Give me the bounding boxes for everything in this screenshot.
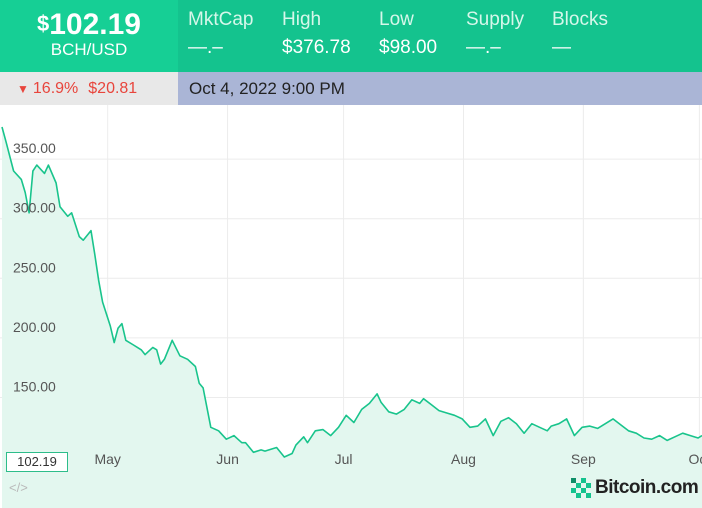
stat-value: $376.78 bbox=[282, 37, 351, 58]
stat-value: —.– bbox=[466, 37, 501, 58]
x-tick-label: May bbox=[94, 451, 120, 467]
change-bar bbox=[0, 72, 178, 105]
stat-value: $98.00 bbox=[379, 37, 438, 58]
stat-label: High bbox=[282, 9, 322, 30]
price-change: ▼ 16.9% $20.81 bbox=[17, 80, 137, 98]
x-tick-label: Jun bbox=[216, 451, 239, 467]
embed-code-icon[interactable]: </> bbox=[9, 480, 28, 495]
current-price: $102.19 bbox=[0, 8, 178, 42]
x-tick-label: Oct bbox=[689, 451, 702, 467]
x-tick-label: Aug bbox=[451, 451, 476, 467]
date-bar bbox=[178, 72, 702, 105]
x-tick-label: Sep bbox=[571, 451, 596, 467]
y-tick-label: 250.00 bbox=[13, 259, 56, 275]
stat-value: —.– bbox=[188, 37, 223, 58]
y-tick-label: 350.00 bbox=[13, 140, 56, 156]
currency-symbol: $ bbox=[36, 11, 50, 36]
price-box: $102.19 BCH/USD bbox=[0, 0, 178, 72]
down-triangle-icon: ▼ bbox=[17, 82, 29, 96]
hover-date: Oct 4, 2022 9:00 PM bbox=[189, 79, 345, 98]
header: $102.19 BCH/USD MktCap —.– High $376.78 … bbox=[0, 0, 702, 72]
y-axis-ticks: 150.00 200.00 250.00 300.00 350.00 bbox=[13, 140, 56, 394]
brand-name: Bitcoin.com bbox=[595, 477, 699, 498]
change-amount: $20.81 bbox=[88, 80, 138, 97]
stat-value: — bbox=[552, 37, 571, 58]
trading-pair: BCH/USD bbox=[50, 40, 128, 59]
x-axis-ticks: May Jun Jul Aug Sep Oct bbox=[94, 451, 702, 467]
y-tick-label: 200.00 bbox=[13, 319, 56, 335]
current-value-tag: 102.19 bbox=[6, 452, 68, 472]
stat-label: Low bbox=[379, 9, 414, 30]
y-tick-label: 300.00 bbox=[13, 200, 56, 216]
price-area-fill bbox=[2, 127, 702, 508]
y-tick-label: 150.00 bbox=[13, 378, 56, 394]
x-tick-label: Jul bbox=[335, 451, 353, 467]
price-line bbox=[1, 126, 702, 458]
bitcoin-com-logo-icon bbox=[571, 478, 591, 498]
stat-label: MktCap bbox=[188, 9, 254, 30]
price-value: 102.19 bbox=[49, 8, 141, 41]
price-chart[interactable]: 150.00 200.00 250.00 300.00 350.00 May Jun Jul… bbox=[0, 105, 702, 508]
stat-label: Supply bbox=[466, 9, 525, 30]
stat-label: Blocks bbox=[552, 9, 608, 30]
change-percent: 16.9% bbox=[32, 80, 79, 97]
